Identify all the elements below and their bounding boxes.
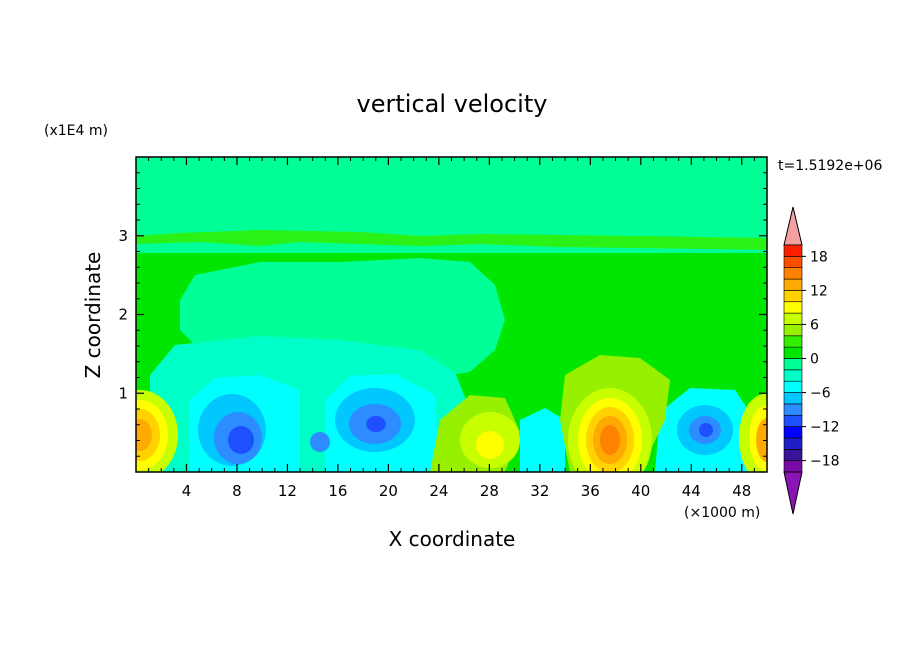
y-unit-label: (x1E4 m) bbox=[44, 123, 108, 139]
colorbar: 18 12 6 0 −6 −12 −18 bbox=[783, 206, 840, 515]
updraft-left-4 bbox=[136, 419, 152, 451]
colorbar-label: 6 bbox=[810, 317, 819, 333]
contour-field bbox=[136, 157, 767, 472]
colorbar-swatch bbox=[783, 346, 803, 359]
downdraft-c-core bbox=[699, 423, 713, 437]
colorbar-swatch bbox=[783, 392, 803, 405]
updraft-right-3 bbox=[756, 418, 767, 462]
y-axis: 1 2 3 bbox=[118, 172, 767, 457]
colorbar-over-triangle bbox=[783, 206, 803, 246]
x-tick-label: 32 bbox=[530, 482, 549, 500]
x-tick-label: 40 bbox=[631, 482, 650, 500]
colorbar-swatch bbox=[783, 335, 803, 348]
colorbar-swatch bbox=[783, 460, 803, 473]
x-unit-label: (×1000 m) bbox=[684, 505, 760, 521]
x-tick-label: 36 bbox=[581, 482, 600, 500]
colorbar-swatch bbox=[783, 426, 803, 439]
x-axis: 4 8 12 16 20 24 28 32 36 40 44 48 bbox=[148, 157, 755, 500]
x-tick-label: 20 bbox=[379, 482, 398, 500]
cyan-region-d bbox=[520, 408, 565, 472]
y-tick-label: 3 bbox=[118, 227, 128, 245]
x-tick-label: 48 bbox=[732, 482, 751, 500]
y-axis-label: Z coordinate bbox=[81, 252, 105, 379]
colorbar-under-triangle bbox=[783, 471, 803, 515]
x-axis-label: X coordinate bbox=[389, 527, 516, 551]
x-tick-label: 4 bbox=[182, 482, 192, 500]
x-tick-label: 24 bbox=[429, 482, 448, 500]
colorbar-swatch bbox=[783, 369, 803, 382]
colorbar-swatch bbox=[783, 448, 803, 461]
x-tick-label: 8 bbox=[232, 482, 242, 500]
colorbar-swatch bbox=[783, 278, 803, 291]
x-tick-label: 44 bbox=[682, 482, 701, 500]
x-tick-label: 16 bbox=[328, 482, 347, 500]
colorbar-swatch bbox=[783, 312, 803, 325]
downdraft-small bbox=[310, 432, 330, 452]
colorbar-swatch bbox=[783, 437, 803, 450]
updraft-f-5 bbox=[600, 425, 620, 455]
colorbar-label: 18 bbox=[810, 249, 828, 265]
colorbar-swatch bbox=[783, 414, 803, 427]
colorbar-label: −12 bbox=[810, 420, 840, 436]
x-tick-label: 12 bbox=[278, 482, 297, 500]
colorbar-swatch bbox=[783, 301, 803, 314]
downdraft-b-core bbox=[366, 416, 386, 432]
chart-title: vertical velocity bbox=[357, 90, 548, 118]
colorbar-swatch bbox=[783, 358, 803, 371]
colorbar-swatch bbox=[783, 267, 803, 280]
colorbar-swatch bbox=[783, 256, 803, 269]
colorbar-label: 12 bbox=[810, 283, 828, 299]
colorbar-swatch bbox=[783, 380, 803, 393]
colorbar-swatch bbox=[783, 324, 803, 337]
y-tick-label: 1 bbox=[118, 384, 128, 402]
time-label: t=1.5192e+06 bbox=[778, 158, 882, 174]
colorbar-label: −18 bbox=[810, 454, 840, 470]
y-tick-label: 2 bbox=[118, 306, 128, 324]
tropopause-band bbox=[136, 230, 767, 250]
colorbar-label: 0 bbox=[810, 352, 819, 368]
positive-core-e-inner bbox=[476, 431, 504, 459]
colorbar-swatch bbox=[783, 403, 803, 416]
x-tick-label: 28 bbox=[480, 482, 499, 500]
colorbar-swatch bbox=[783, 244, 803, 257]
downdraft-a-core bbox=[228, 426, 254, 454]
colorbar-swatch bbox=[783, 290, 803, 303]
colorbar-label: −6 bbox=[810, 386, 831, 402]
